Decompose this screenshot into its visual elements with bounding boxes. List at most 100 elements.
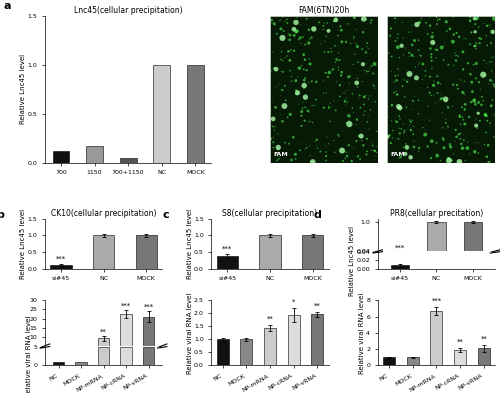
Bar (98, 338, 109, 355)
Point (468, 89, 476, 95)
Point (352, 138, 360, 144)
Point (300, 51, 308, 58)
Point (316, 149, 324, 155)
Point (324, 141, 332, 147)
Point (284, 20, 292, 26)
Point (278, 57, 286, 64)
Point (330, 98, 338, 104)
Point (272, 66, 280, 72)
Point (428, 65, 436, 72)
Point (440, 39, 448, 45)
Text: **: ** (314, 302, 320, 308)
Point (363, 68, 371, 75)
Point (336, 82, 344, 88)
Point (480, 20, 488, 27)
Text: **: ** (480, 336, 487, 342)
Point (320, 78, 328, 84)
Y-axis label: Relative Lnc45 level: Relative Lnc45 level (20, 209, 26, 279)
Point (320, 105, 328, 111)
Point (306, 152, 314, 158)
Point (308, 159, 316, 165)
Point (322, 149, 330, 155)
Point (334, 131, 342, 138)
Point (442, 19, 450, 25)
Point (437, 96, 445, 102)
Point (276, 56, 284, 62)
Point (357, 133, 365, 139)
Point (459, 49, 467, 55)
Point (456, 112, 464, 119)
Point (296, 147, 304, 154)
Point (276, 111, 284, 118)
Point (316, 19, 324, 26)
Point (344, 21, 352, 27)
Point (330, 137, 338, 143)
Point (408, 22, 416, 29)
Point (386, 33, 394, 39)
Point (274, 144, 282, 151)
Point (296, 65, 304, 71)
Point (400, 121, 407, 127)
Point (304, 108, 312, 114)
Point (370, 147, 378, 153)
Point (400, 129, 408, 136)
Point (298, 108, 306, 115)
Point (302, 94, 310, 100)
Point (396, 105, 404, 111)
Point (389, 127, 397, 134)
Point (421, 132, 429, 138)
Point (342, 120, 350, 126)
Title: FAM(6TN)20h: FAM(6TN)20h (298, 6, 350, 15)
Point (488, 97, 496, 103)
Point (350, 15, 358, 21)
Point (360, 101, 368, 108)
Point (409, 131, 417, 138)
Point (366, 107, 374, 113)
Point (428, 34, 436, 40)
Bar (383, 357, 395, 365)
Point (446, 26, 454, 32)
Point (436, 16, 444, 22)
Point (306, 142, 314, 149)
Point (322, 90, 330, 96)
Point (300, 66, 308, 72)
Point (340, 90, 348, 96)
Point (332, 59, 340, 65)
Point (410, 93, 418, 99)
Point (482, 61, 490, 67)
Point (443, 28, 451, 34)
Point (361, 108, 369, 114)
Point (308, 34, 316, 40)
Point (432, 140, 440, 146)
Point (398, 42, 406, 49)
Point (290, 26, 298, 32)
Point (474, 150, 482, 156)
Bar (216, 340, 228, 365)
Point (284, 53, 292, 59)
Point (429, 81, 437, 88)
Point (483, 154, 491, 160)
Point (267, 136, 275, 142)
Point (388, 102, 396, 108)
Point (319, 26, 327, 33)
Point (426, 15, 434, 21)
Point (460, 78, 468, 84)
Point (358, 46, 366, 52)
Point (428, 51, 436, 57)
Point (271, 123, 279, 129)
Point (449, 81, 457, 88)
Bar (216, 256, 238, 269)
Point (438, 44, 446, 51)
Text: **: ** (456, 338, 464, 344)
Point (400, 152, 407, 158)
Point (486, 22, 494, 28)
Point (391, 15, 399, 21)
Point (422, 127, 430, 133)
Point (322, 70, 330, 76)
Point (454, 131, 462, 138)
Point (474, 24, 482, 30)
Point (322, 33, 330, 40)
Point (466, 41, 474, 48)
Point (356, 105, 364, 111)
Point (358, 79, 366, 85)
